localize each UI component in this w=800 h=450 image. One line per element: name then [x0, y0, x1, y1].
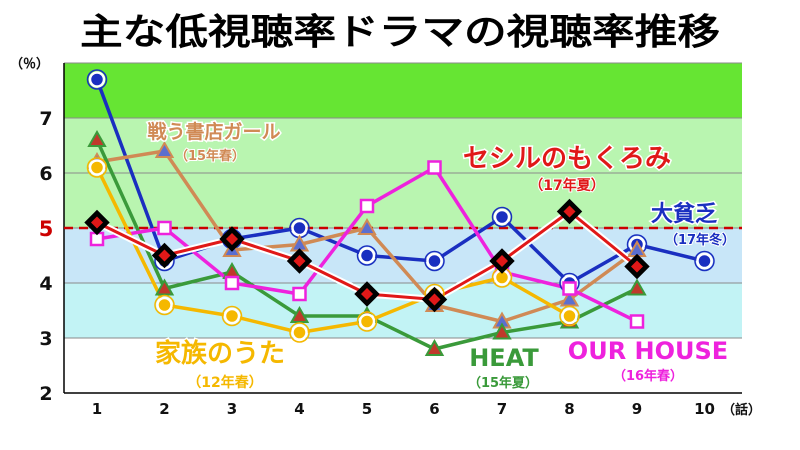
x-tick-label-7: 7: [497, 400, 507, 418]
data-point-4-2-ring: [154, 294, 175, 316]
data-point-1-2: [154, 140, 175, 158]
series-label-1: 戦う書店ガール: [147, 120, 280, 143]
data-point-0-5: [358, 247, 376, 264]
series-season-2: （15年夏）: [468, 375, 538, 391]
data-point-0-6: [426, 252, 443, 270]
data-point-1-5: [357, 217, 377, 235]
x-tick-label-5: 5: [362, 400, 372, 418]
series-season-0: （17年冬）: [665, 232, 735, 248]
data-point-5-1-core: [91, 216, 103, 229]
series-label-4: 家族のうた: [155, 338, 285, 369]
series-label-3: OUR HOUSE: [568, 337, 728, 365]
data-point-2-2: [154, 278, 175, 296]
data-point-2-4: [289, 305, 310, 323]
x-tick-label-9: 9: [632, 400, 642, 418]
ref-label-bg: [30, 215, 58, 241]
data-point-5-5-core: [361, 288, 373, 300]
data-point-3-3: [224, 275, 240, 291]
y-tick-label-6: 6: [39, 163, 52, 185]
series-season-1: （15年春）: [175, 148, 245, 164]
data-point-5-6-core: [428, 293, 441, 306]
data-point-3-2: [157, 220, 172, 236]
x-tick-label-10: 10: [694, 400, 715, 418]
y-axis-unit: （％）: [10, 56, 49, 72]
data-point-3-4: [292, 286, 307, 302]
band-0: [64, 63, 742, 118]
data-point-4-1: [88, 159, 106, 176]
data-point-4-2: [156, 296, 173, 314]
data-point-4-8: [561, 307, 578, 325]
x-tick-label-3: 3: [227, 400, 237, 418]
data-point-5-2-core: [158, 249, 171, 262]
x-tick-label-6: 6: [429, 400, 439, 418]
data-point-0-10: [696, 252, 713, 270]
data-point-4-5: [358, 313, 376, 330]
reference-line-label: 5: [39, 217, 54, 241]
data-point-5-3-core: [226, 233, 238, 245]
data-point-1-8: [559, 289, 580, 307]
series-season-4: （12年春）: [187, 374, 262, 391]
data-point-4-3-ring: [221, 305, 243, 327]
data-point-0-1: [88, 71, 106, 88]
data-point-3-5: [359, 198, 375, 214]
data-point-2-7: [492, 322, 512, 340]
data-point-0-1-ring: [86, 69, 108, 90]
data-point-4-4: [291, 324, 308, 341]
data-point-0-6-ring: [424, 250, 445, 272]
data-point-4-3: [223, 307, 241, 325]
x-tick-label-2: 2: [159, 400, 169, 418]
data-point-5-8-core: [563, 205, 576, 218]
y-tick-label-7: 7: [39, 108, 52, 130]
data-point-2-6: [424, 338, 445, 356]
x-tick-label-1: 1: [92, 400, 102, 418]
x-tick-label-4: 4: [294, 400, 304, 418]
data-point-0-7-ring: [491, 206, 513, 228]
y-tick-label-3: 3: [39, 328, 52, 350]
y-tick-label-2: 2: [39, 383, 52, 405]
data-point-4-1-ring: [86, 157, 108, 178]
data-point-5-4-core: [293, 255, 306, 267]
data-point-4-8-ring: [559, 305, 580, 327]
series-label-5: セシルのもくろみ: [463, 144, 671, 174]
data-point-0-5-ring: [356, 245, 378, 266]
data-point-0-10-ring: [694, 250, 715, 272]
series-label-2: HEAT: [469, 344, 539, 372]
data-point-5-9-core: [631, 260, 643, 273]
data-point-3-6: [427, 160, 442, 175]
series-line-4: [95, 166, 571, 335]
data-point-2-9: [627, 278, 647, 296]
x-axis-unit: （話）: [722, 402, 761, 418]
x-tick-label-8: 8: [564, 400, 574, 418]
series-season-5: （17年夏）: [529, 177, 604, 194]
data-point-4-4-ring: [289, 322, 310, 343]
data-point-3-8: [562, 281, 577, 296]
y-tick-label-4: 4: [39, 273, 52, 295]
series-label-0: 大貧乏: [651, 201, 717, 227]
series-season-3: （16年春）: [613, 368, 683, 384]
data-point-0-7: [493, 208, 511, 226]
data-point-4-5-ring: [356, 311, 378, 332]
chart-title: 主な低視聴率ドラマの視聴率推移: [80, 12, 720, 53]
data-point-2-1: [87, 129, 107, 147]
data-point-3-9: [629, 314, 645, 329]
data-point-0-4: [291, 219, 308, 237]
data-point-5-7-core: [496, 255, 508, 267]
